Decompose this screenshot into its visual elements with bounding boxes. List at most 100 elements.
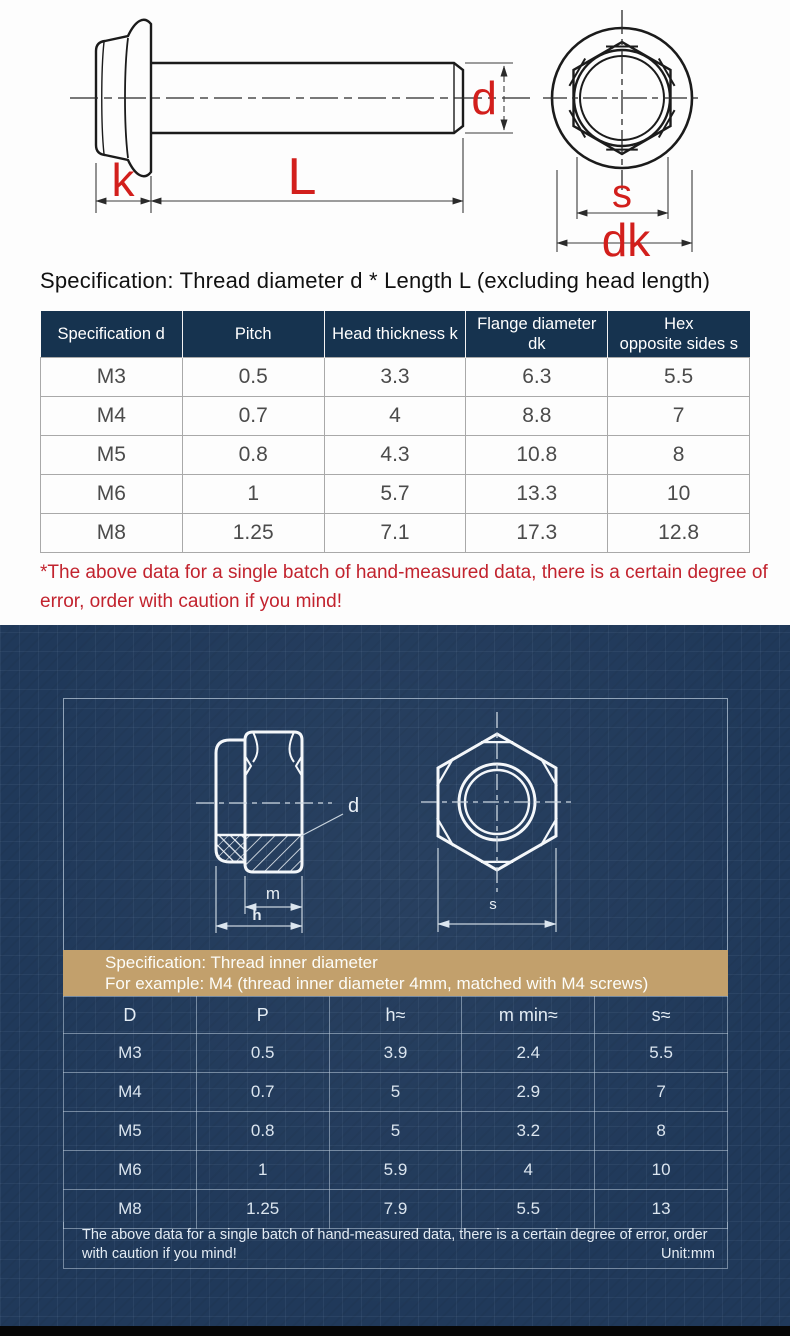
table-cell: 8 (607, 435, 750, 475)
table-cell: 0.8 (195, 1111, 330, 1151)
table-cell: 5 (328, 1072, 463, 1112)
table-row: M3 0.5 3.9 2.4 5.5 (63, 1033, 728, 1073)
column-header: Pitch (182, 311, 325, 358)
table-cell: 13 (594, 1189, 728, 1229)
table-cell: M8 (40, 513, 183, 553)
table-cell: 3.3 (323, 357, 467, 397)
table-cell: 5 (328, 1111, 463, 1151)
table-cell: M4 (40, 396, 183, 436)
table-row: M4 0.7 5 2.9 7 (63, 1072, 728, 1112)
column-header: Head thickness k (324, 311, 467, 358)
table-cell: 6.3 (465, 357, 609, 397)
table-cell: 12.8 (607, 513, 750, 553)
dim-label-s: s (612, 172, 632, 216)
table-cell: 7.1 (323, 513, 467, 553)
table-cell: 7 (594, 1072, 728, 1112)
nut-table-body: M3 0.5 3.9 2.4 5.5 M4 0.7 5 2.9 7 M5 0.8 5 3.2 8 M6 1 5.9… (63, 1033, 728, 1229)
bolt-end-dimension-lines (556, 157, 693, 252)
table-cell: 5.5 (594, 1033, 728, 1073)
table-cell: 10.8 (465, 435, 609, 475)
table-cell: 13.3 (465, 474, 609, 514)
column-header: Flange diameter dk (465, 311, 609, 358)
dim-label-k: k (112, 154, 136, 206)
table-cell: 7 (607, 396, 750, 436)
table-cell: 1 (195, 1150, 330, 1190)
table-row: M4 0.7 4 8.8 7 (40, 396, 750, 436)
nut-section: d m h s Specifi (0, 625, 790, 1336)
table-row: M6 1 5.9 4 10 (63, 1150, 728, 1190)
column-header: D (63, 996, 197, 1034)
nut-accuracy-note: The above data for a single batch of han… (82, 1227, 708, 1262)
bolt-side-view (70, 18, 532, 178)
table-cell: 2.9 (461, 1072, 596, 1112)
table-cell: 0.5 (181, 357, 325, 397)
column-header: P (195, 996, 330, 1034)
table-row: M8 1.25 7.1 17.3 12.8 (40, 513, 750, 553)
column-header: m min≈ (461, 996, 596, 1034)
table-row: M6 1 5.7 13.3 10 (40, 474, 750, 514)
bolt-spec-table: Specification d Pitch Head thickness k Flan… (40, 311, 750, 553)
bottom-strip (0, 1326, 790, 1336)
header-row: Specification d Pitch Head thickness k Flan… (40, 311, 750, 358)
dim-label-d: d (471, 72, 497, 124)
drawing-frame (63, 698, 728, 952)
bolt-spec-title: Specification: Thread diameter d * Lengt… (40, 268, 711, 293)
table-cell: 0.7 (181, 396, 325, 436)
table-cell: 0.8 (181, 435, 325, 475)
table-cell: 4 (323, 396, 467, 436)
dim-label-dk: dk (602, 214, 652, 262)
column-header: s≈ (594, 996, 728, 1034)
table-cell: M6 (63, 1150, 197, 1190)
table-cell: 10 (607, 474, 750, 514)
table-cell: 2.4 (461, 1033, 596, 1073)
table-cell: M3 (40, 357, 183, 397)
banner-line-2: For example: M4 (thread inner diameter 4… (105, 974, 649, 993)
bolt-table-header: Specification d Pitch Head thickness k Flan… (40, 311, 750, 358)
bolt-dimension-lines (95, 62, 513, 213)
table-cell: 7.9 (328, 1189, 463, 1229)
bolt-table-body: M3 0.5 3.3 6.3 5.5 M4 0.7 4 8.8 7 M5 0.8 4.3 10.8 8 M6 1… (40, 357, 750, 553)
table-row: M5 0.8 4.3 10.8 8 (40, 435, 750, 475)
table-cell: M5 (40, 435, 183, 475)
table-cell: 0.5 (195, 1033, 330, 1073)
bolt-section: d k L (0, 0, 790, 625)
table-cell: 17.3 (465, 513, 609, 553)
column-header: Hex opposite sides s (607, 311, 750, 358)
dim-label-L: L (288, 148, 317, 206)
table-cell: 5.5 (461, 1189, 596, 1229)
table-cell: 1.25 (195, 1189, 330, 1229)
table-cell: 8 (594, 1111, 728, 1151)
bolt-accuracy-note: *The above data for a single batch of ha… (40, 562, 768, 612)
table-cell: M3 (63, 1033, 197, 1073)
table-cell: M4 (63, 1072, 197, 1112)
table-cell: 8.8 (465, 396, 609, 436)
unit-label: Unit:mm (661, 1246, 715, 1262)
table-cell: M6 (40, 474, 183, 514)
column-header: Specification d (40, 311, 183, 358)
table-cell: 1 (181, 474, 325, 514)
table-cell: 5.5 (607, 357, 750, 397)
table-cell: 5.7 (323, 474, 467, 514)
table-cell: 4.3 (323, 435, 467, 475)
bolt-end-view (543, 10, 701, 190)
table-cell: 10 (594, 1150, 728, 1190)
table-cell: 4 (461, 1150, 596, 1190)
table-cell: 0.7 (195, 1072, 330, 1112)
banner-line-1: Specification: Thread inner diameter (105, 953, 378, 972)
table-cell: 1.25 (181, 513, 325, 553)
nut-table-footer: The above data for a single batch of han… (63, 1222, 728, 1269)
table-row: M8 1.25 7.9 5.5 13 (63, 1189, 728, 1229)
column-header: h≈ (328, 996, 463, 1034)
nut-spec-banner: Specification: Thread inner diameter For… (63, 950, 728, 996)
table-cell: 5.9 (328, 1150, 463, 1190)
table-row: M3 0.5 3.3 6.3 5.5 (40, 357, 750, 397)
table-row: M5 0.8 5 3.2 8 (63, 1111, 728, 1151)
table-cell: 3.2 (461, 1111, 596, 1151)
table-cell: 3.9 (328, 1033, 463, 1073)
bolt-technical-drawing: d k L (70, 10, 701, 262)
table-cell: M5 (63, 1111, 197, 1151)
